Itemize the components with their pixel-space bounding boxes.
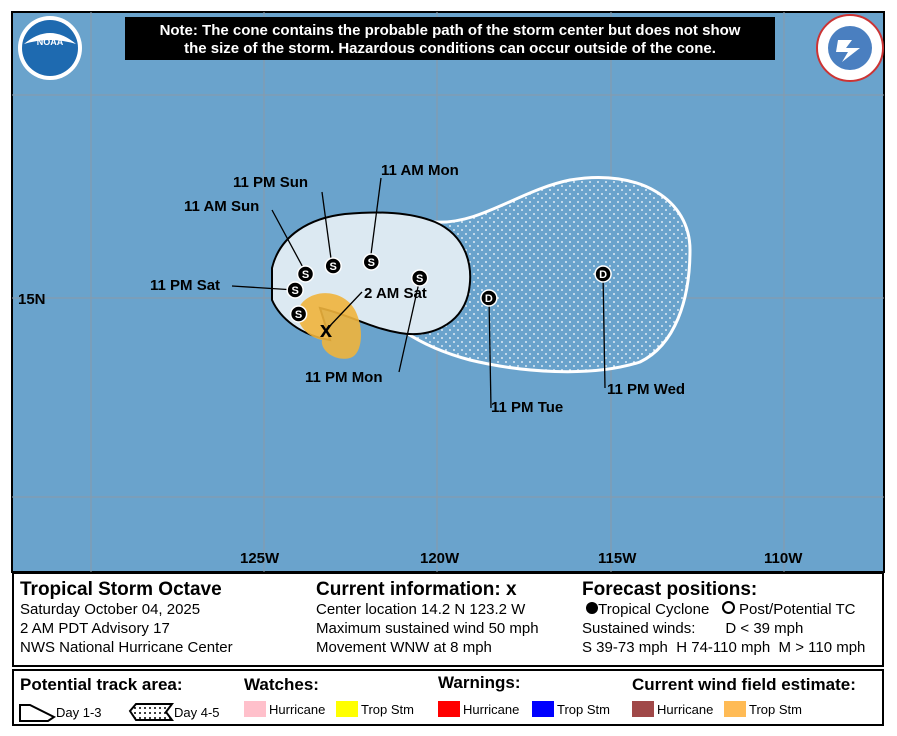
svg-text:125W: 125W — [240, 550, 280, 567]
forecast-point-letter: S — [291, 285, 298, 297]
forecast-point-letter: S — [295, 309, 302, 321]
label-2am-sat: 2 AM Sat — [364, 285, 427, 302]
current-info-title: Current information: x — [316, 579, 517, 600]
note-box — [125, 17, 775, 60]
label-11pm-sun: 11 PM Sun — [233, 174, 308, 191]
filled-circle-icon — [586, 602, 599, 614]
forecast-point-s — [410, 269, 429, 287]
open-circle-icon — [721, 601, 735, 614]
legend-panel: Potential track area: Day 1-3 Day 4-5 Wa… — [12, 669, 884, 726]
forecast-key: Tropical Cyclone Post/Potential TC — [582, 600, 865, 619]
wind-field-title: Current wind field estimate: — [632, 675, 856, 694]
label-11am-sun: 11 AM Sun — [184, 198, 259, 215]
grid-lines — [12, 12, 884, 572]
forecast-point-s — [296, 265, 315, 283]
label-11pm-mon: 11 PM Mon — [305, 369, 383, 386]
advisory-date: Saturday October 04, 2025 — [20, 601, 201, 618]
label-11pm-sat: 11 PM Sat — [150, 277, 220, 294]
storm-name: Tropical Storm Octave — [20, 579, 222, 600]
legend-warn-trop-stm: Trop Stm — [532, 701, 610, 717]
center-location: Center location 14.2 N 123.2 W — [316, 601, 526, 618]
time-labels: 2 AM Sat 11 PM Sat 11 AM Sun 11 PM Sun 1… — [150, 162, 685, 416]
forecast-point-s — [362, 253, 381, 271]
forecast-point-d — [594, 265, 612, 283]
legend-wind-hurricane: Hurricane — [632, 701, 713, 717]
svg-text:120W: 120W — [420, 550, 460, 567]
issuing-center: NWS National Hurricane Center — [20, 639, 233, 656]
forecast-point-d — [480, 289, 498, 307]
noaa-logo: NOAA — [18, 16, 82, 80]
label-leaders — [231, 177, 606, 409]
forecast-title: Forecast positions: — [582, 579, 758, 600]
note-line-2: the size of the storm. Hazardous conditi… — [184, 40, 716, 57]
info-panel: Tropical Storm Octave Saturday October 0… — [12, 572, 884, 667]
label-11pm-wed: 11 PM Wed — [607, 381, 685, 398]
forecast-point-s — [289, 305, 308, 323]
svg-text:NOAA: NOAA — [37, 37, 64, 47]
svg-text:110W: 110W — [764, 550, 803, 567]
forecast-point-letter: S — [368, 257, 375, 269]
warnings-title: Warnings: — [438, 673, 521, 692]
legend-warn-hurricane: Hurricane — [438, 701, 519, 717]
legend-wind-trop-stm: Trop Stm — [724, 701, 802, 717]
legend-day-4-5: Day 4-5 — [128, 701, 220, 723]
note-line-1: Note: The cone contains the probable pat… — [160, 22, 741, 39]
forecast-point-letter: S — [302, 269, 309, 281]
forecast-point-letter: D — [485, 293, 493, 305]
track-area-title: Potential track area: — [20, 675, 183, 694]
cone-day-4-5 — [403, 175, 692, 374]
forecast-point-letter: S — [330, 261, 337, 273]
watches-title: Watches: — [244, 675, 319, 694]
max-wind: Maximum sustained wind 50 mph — [316, 620, 539, 637]
forecast-point-letter: D — [599, 269, 607, 281]
forecast-point-letter: S — [416, 273, 423, 285]
label-11pm-tue: 11 PM Tue — [491, 399, 563, 416]
forecast-point-s — [286, 281, 304, 299]
axis-labels: 125W 120W 115W 110W 15N — [18, 291, 803, 567]
legend-watch-trop-stm: Trop Stm — [336, 701, 414, 717]
legend-watch-hurricane: Hurricane — [244, 701, 325, 717]
movement: Movement WNW at 8 mph — [316, 639, 492, 656]
advisory-number: 2 AM PDT Advisory 17 — [20, 620, 170, 637]
nws-logo — [816, 14, 884, 82]
legend-day-1-3: Day 1-3 — [18, 701, 102, 723]
svg-text:15N: 15N — [18, 291, 46, 308]
svg-text:115W: 115W — [598, 550, 637, 567]
forecast-point-s — [324, 257, 342, 275]
current-position-x-icon: x — [320, 317, 333, 342]
label-11am-mon: 11 AM Mon — [381, 162, 459, 179]
